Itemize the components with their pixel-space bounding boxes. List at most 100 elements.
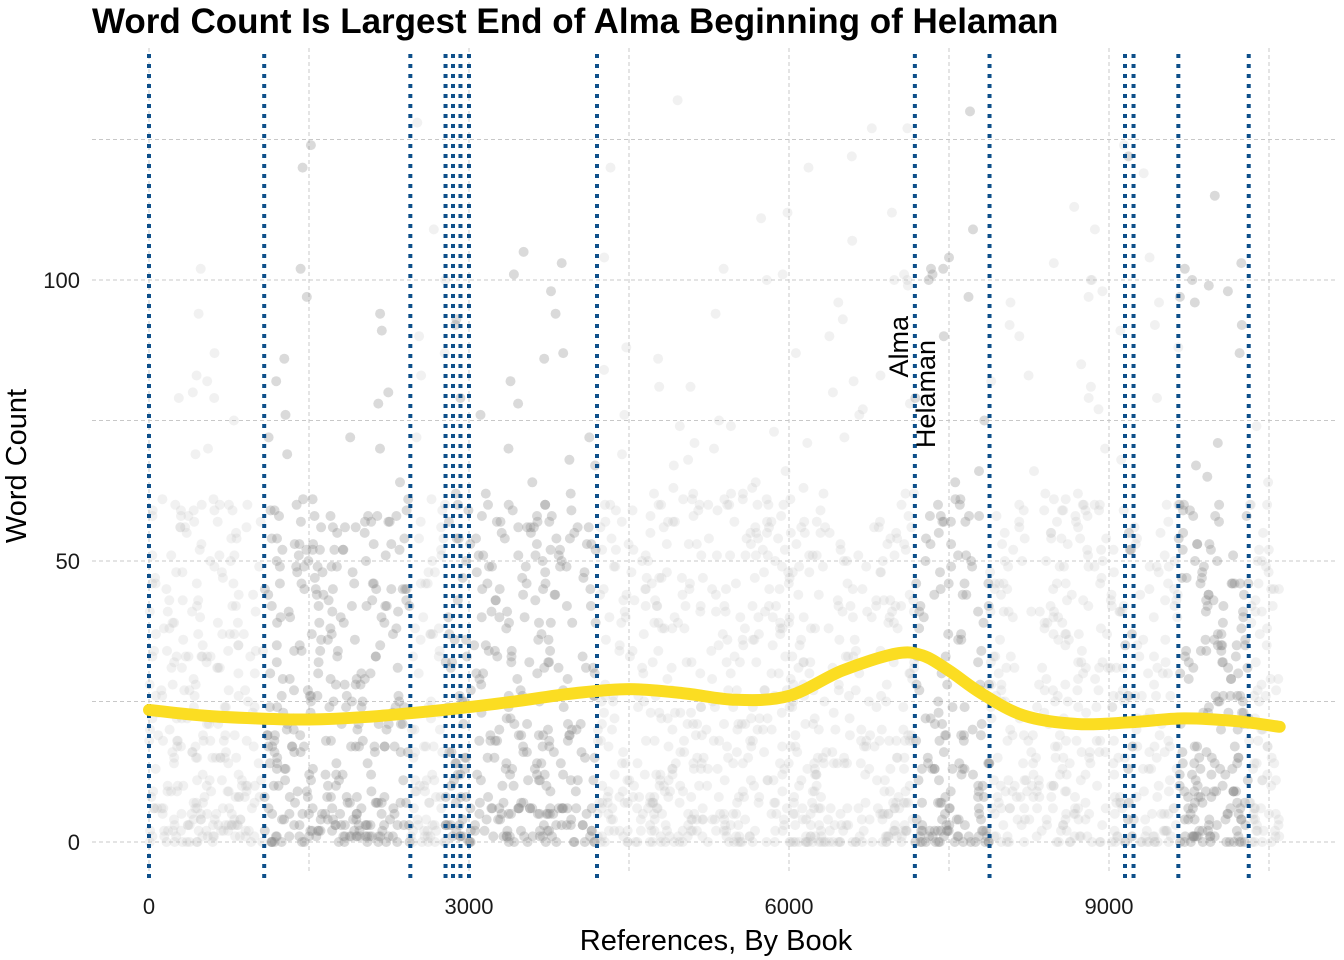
scatter-point: [688, 719, 699, 729]
scatter-point: [953, 831, 964, 842]
scatter-point: [393, 606, 404, 617]
scatter-point: [1273, 820, 1284, 831]
scatter-point: [360, 516, 370, 527]
scatter-point: [732, 724, 743, 735]
scatter-point: [993, 797, 1004, 808]
scatter-point: [356, 668, 367, 679]
scatter-point: [505, 769, 516, 780]
scatter-point: [284, 831, 295, 842]
scatter-point: [548, 808, 559, 819]
scatter-point: [539, 769, 550, 780]
scatter-point: [173, 393, 184, 403]
scatter-point: [782, 207, 793, 218]
scatter-point: [875, 567, 886, 578]
scatter-point: [1211, 820, 1222, 831]
scatter-point: [497, 780, 508, 791]
scatter-point: [1001, 662, 1012, 673]
scatter-point: [541, 808, 552, 819]
scatter-point: [227, 505, 238, 516]
scatter-point: [345, 432, 356, 443]
scatter-point: [1000, 786, 1011, 797]
scatter-point: [289, 539, 300, 550]
scatter-point: [461, 556, 472, 566]
scatter-point: [803, 162, 814, 173]
scatter-point: [360, 831, 371, 842]
scatter-point: [274, 561, 285, 572]
scatter-point: [776, 707, 787, 718]
scatter-point: [578, 572, 589, 583]
scatter-point: [212, 617, 223, 628]
scatter-point: [718, 263, 729, 274]
scatter-point: [657, 623, 668, 634]
scatter-point: [1178, 505, 1189, 516]
scatter-point: [277, 674, 288, 684]
scatter-point: [688, 758, 699, 769]
scatter-point: [968, 769, 978, 780]
scatter-point: [1080, 662, 1091, 673]
scatter-point: [287, 741, 298, 752]
scatter-point: [1061, 786, 1072, 797]
scatter-point: [683, 454, 694, 465]
scatter-point: [832, 595, 843, 606]
scatter-point: [513, 730, 524, 741]
scatter-point: [656, 499, 667, 510]
scatter-point: [415, 516, 426, 527]
scatter-point: [375, 640, 386, 651]
scatter-point: [471, 567, 482, 578]
scatter-point: [1212, 556, 1223, 566]
scatter-point: [771, 808, 782, 819]
scatter-point: [728, 758, 739, 769]
scatter-point: [1254, 629, 1265, 640]
scatter-point: [536, 758, 547, 769]
scatter-point: [370, 797, 381, 808]
scatter-point: [1075, 533, 1086, 544]
scatter-point: [501, 831, 512, 842]
scatter-point: [817, 561, 828, 572]
scatter-point: [513, 803, 524, 814]
scatter-point: [537, 831, 548, 842]
scatter-point: [711, 606, 721, 617]
scatter-point: [1156, 808, 1167, 819]
scatter-point: [859, 741, 870, 752]
scatter-point: [475, 775, 486, 786]
scatter-point: [1251, 421, 1262, 432]
scatter-point: [672, 95, 683, 106]
scatter-point: [190, 679, 201, 690]
scatter-point: [489, 752, 500, 763]
scatter-point: [606, 814, 617, 825]
scatter-point: [376, 808, 387, 819]
scatter-point: [937, 719, 948, 729]
scatter-point: [827, 387, 838, 398]
scatter-point: [784, 837, 795, 847]
scatter-point: [1115, 792, 1126, 802]
scatter-point: [299, 837, 310, 847]
scatter-point: [214, 662, 225, 673]
scatter-point: [703, 533, 714, 544]
scatter-point: [195, 263, 206, 274]
scatter-point: [1250, 606, 1261, 617]
scatter-point: [271, 763, 282, 774]
scatter-point: [376, 325, 387, 336]
scatter-point: [871, 702, 882, 713]
scatter-point: [1017, 556, 1028, 566]
scatter-point: [205, 735, 216, 746]
scatter-point: [777, 269, 788, 280]
scatter-point: [1007, 786, 1018, 797]
scatter-point: [555, 758, 566, 769]
scatter-point: [849, 634, 860, 645]
scatter-point: [426, 696, 436, 707]
scatter-point: [696, 758, 707, 769]
scatter-point: [1052, 741, 1063, 752]
scatter-point: [310, 584, 321, 595]
scatter-point: [1249, 803, 1260, 814]
scatter-point: [503, 443, 514, 454]
scatter-point: [1105, 595, 1116, 606]
scatter-point: [1135, 837, 1146, 847]
scatter-point: [753, 629, 764, 640]
scatter-point: [533, 634, 544, 645]
scatter-point: [1148, 831, 1159, 842]
scatter-point: [166, 662, 177, 673]
scatter-point: [1028, 792, 1039, 802]
scatter-point: [196, 651, 207, 662]
book-label-helaman: Helaman: [911, 340, 941, 448]
